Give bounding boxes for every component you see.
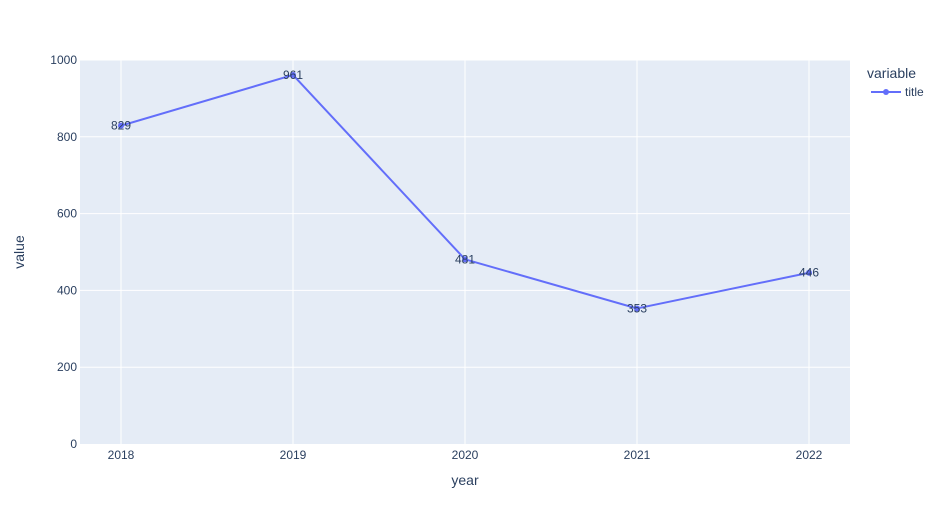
x-tick-label: 2019: [280, 448, 307, 462]
y-tick-label: 400: [57, 283, 77, 297]
y-tick-label: 0: [70, 437, 77, 451]
data-point-marker: [118, 122, 124, 129]
data-point-marker: [634, 305, 640, 312]
data-point-marker: [462, 256, 468, 263]
legend-item-title: title: [905, 85, 924, 99]
data-labels: 829 961 481 353 446: [111, 68, 819, 315]
x-tick-label: 2021: [624, 448, 651, 462]
data-label: 353: [627, 301, 647, 315]
x-tick-label: 2020: [452, 448, 479, 462]
x-tick-label: 2018: [108, 448, 135, 462]
y-tick-label: 600: [57, 207, 77, 221]
y-tick-label: 1000: [50, 53, 77, 67]
y-tick-label: 800: [57, 130, 77, 144]
series-layer: [118, 71, 812, 312]
legend[interactable]: variable title: [867, 65, 924, 99]
y-axis-title: value: [11, 235, 27, 269]
data-label: 446: [799, 266, 819, 280]
data-point-marker: [806, 269, 812, 276]
grid-lines: [80, 59, 850, 444]
data-label: 829: [111, 119, 131, 133]
y-tick-label: 200: [57, 360, 77, 374]
legend-marker-swatch: [883, 89, 889, 95]
x-tick-label: 2022: [796, 448, 823, 462]
data-label: 481: [455, 252, 475, 266]
x-axis-title: year: [451, 472, 479, 488]
data-label: 961: [283, 68, 303, 82]
axis-tick-labels: 0 200 400 600 800 1000 2018 2019 2020 2021 2022: [50, 53, 822, 462]
legend-title: variable: [867, 65, 916, 81]
data-point-marker: [290, 71, 296, 78]
